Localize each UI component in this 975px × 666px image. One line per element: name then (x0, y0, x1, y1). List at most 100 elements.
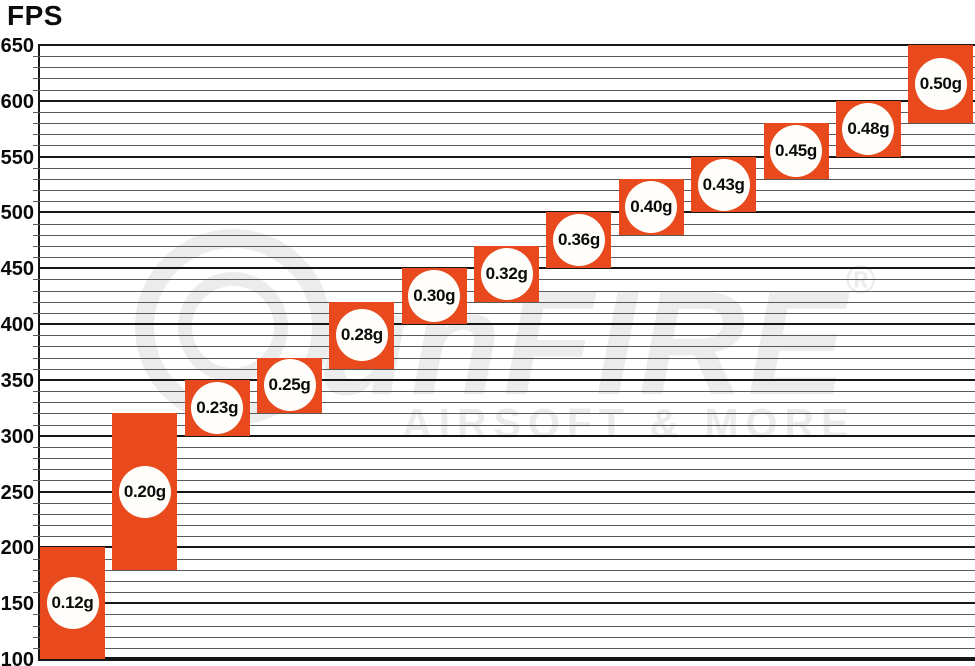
bb-weight-bubble-0.40g: 0.40g (625, 180, 678, 233)
y-axis-label-200: 200 (0, 537, 34, 560)
y-tick-430 (33, 290, 38, 292)
y-tick-290 (33, 446, 38, 448)
minor-gridline-610 (38, 89, 975, 91)
minor-gridline-110 (38, 647, 975, 649)
minor-gridline-390 (38, 335, 975, 337)
major-gridline-650 (38, 44, 975, 46)
major-gridline-550 (38, 155, 975, 158)
minor-gridline-260 (38, 480, 975, 482)
bb-weight-bubble-0.20g: 0.20g (118, 465, 171, 518)
y-tick-420 (33, 301, 38, 303)
bb-weight-bubble-0.43g: 0.43g (697, 158, 750, 211)
y-tick-330 (33, 402, 38, 404)
minor-gridline-320 (38, 413, 975, 415)
fps-range-bar-0.28g: 0.28g (329, 301, 395, 369)
minor-gridline-580 (38, 123, 975, 125)
fps-range-bar-0.32g: 0.32g (474, 245, 540, 302)
y-tick-560 (33, 145, 38, 147)
bb-weight-bubble-0.25g: 0.25g (263, 359, 316, 412)
minor-gridline-290 (38, 446, 975, 448)
major-gridline-100 (38, 657, 975, 661)
minor-gridline-520 (38, 190, 975, 192)
y-tick-320 (33, 413, 38, 415)
y-tick-220 (33, 525, 38, 527)
bb-weight-label: 0.48g (847, 118, 890, 138)
y-tick-380 (33, 346, 38, 348)
major-gridline-150 (38, 602, 975, 605)
minor-gridline-630 (38, 67, 975, 69)
y-tick-510 (33, 201, 38, 203)
bb-weight-label: 0.32g (485, 263, 528, 283)
y-tick-210 (33, 536, 38, 538)
y-tick-110 (33, 647, 38, 649)
y-tick-190 (33, 558, 38, 560)
minor-gridline-530 (38, 178, 975, 180)
bb-weight-bubble-0.45g: 0.45g (770, 125, 822, 178)
bb-weight-label: 0.36g (557, 230, 600, 250)
fps-range-bar-0.30g: 0.30g (401, 268, 467, 325)
fps-range-bar-0.20g: 0.20g (112, 413, 178, 570)
minor-gridline-480 (38, 234, 975, 236)
y-tick-180 (33, 569, 38, 571)
y-tick-410 (33, 312, 38, 314)
fps-range-bar-0.40g: 0.40g (618, 178, 684, 235)
y-tick-360 (33, 368, 38, 370)
bb-weight-bubble-0.23g: 0.23g (191, 381, 244, 434)
major-gridline-200 (38, 546, 975, 549)
y-tick-440 (33, 279, 38, 281)
major-gridline-250 (38, 490, 975, 493)
y-axis-label-100: 100 (0, 649, 34, 666)
y-tick-480 (33, 234, 38, 236)
minor-gridline-380 (38, 346, 975, 348)
y-tick-610 (33, 89, 38, 91)
minor-gridline-640 (38, 56, 975, 58)
y-tick-140 (33, 614, 38, 616)
y-tick-310 (33, 424, 38, 426)
fps-range-bar-0.23g: 0.23g (184, 379, 250, 436)
fps-range-bar-0.36g: 0.36g (546, 212, 612, 269)
bb-weight-label: 0.23g (196, 397, 239, 417)
bb-weight-bubble-0.32g: 0.32g (480, 247, 533, 300)
minor-gridline-370 (38, 357, 975, 359)
y-tick-130 (33, 625, 38, 627)
fps-range-bar-0.12g: 0.12g (40, 547, 105, 659)
minor-gridline-310 (38, 424, 975, 426)
y-tick-270 (33, 469, 38, 471)
fps-range-bar-0.43g: 0.43g (691, 156, 757, 213)
major-gridline-400 (38, 323, 975, 326)
y-axis-label-450: 450 (0, 258, 34, 281)
major-gridline-500 (38, 211, 975, 214)
minor-gridline-160 (38, 592, 975, 594)
bb-weight-label: 0.40g (630, 196, 673, 216)
y-axis-line (38, 44, 40, 661)
chart-title: FPS (7, 0, 63, 31)
bb-weight-bubble-0.30g: 0.30g (408, 270, 461, 323)
minor-gridline-210 (38, 536, 975, 538)
bb-weight-bubble-0.36g: 0.36g (552, 214, 605, 267)
minor-gridline-410 (38, 312, 975, 314)
y-tick-390 (33, 335, 38, 337)
minor-gridline-240 (38, 502, 975, 504)
minor-gridline-560 (38, 145, 975, 147)
minor-gridline-360 (38, 368, 975, 370)
y-axis-label-400: 400 (0, 314, 34, 337)
bb-weight-label: 0.12g (51, 593, 94, 613)
y-axis-label-350: 350 (0, 369, 34, 392)
y-axis-label-550: 550 (0, 146, 34, 169)
y-tick-260 (33, 480, 38, 482)
y-tick-340 (33, 391, 38, 393)
y-axis-label-300: 300 (0, 425, 34, 448)
y-tick-530 (33, 178, 38, 180)
y-axis-label-600: 600 (0, 90, 34, 113)
bb-weight-label: 0.50g (919, 74, 962, 94)
y-tick-470 (33, 245, 38, 247)
major-gridline-350 (38, 378, 975, 381)
bb-weight-label: 0.30g (413, 286, 456, 306)
minor-gridline-590 (38, 111, 975, 113)
minor-gridline-510 (38, 201, 975, 203)
minor-gridline-570 (38, 134, 975, 136)
bb-weight-bubble-0.50g: 0.50g (914, 58, 967, 111)
y-tick-370 (33, 357, 38, 359)
minor-gridline-620 (38, 78, 975, 80)
